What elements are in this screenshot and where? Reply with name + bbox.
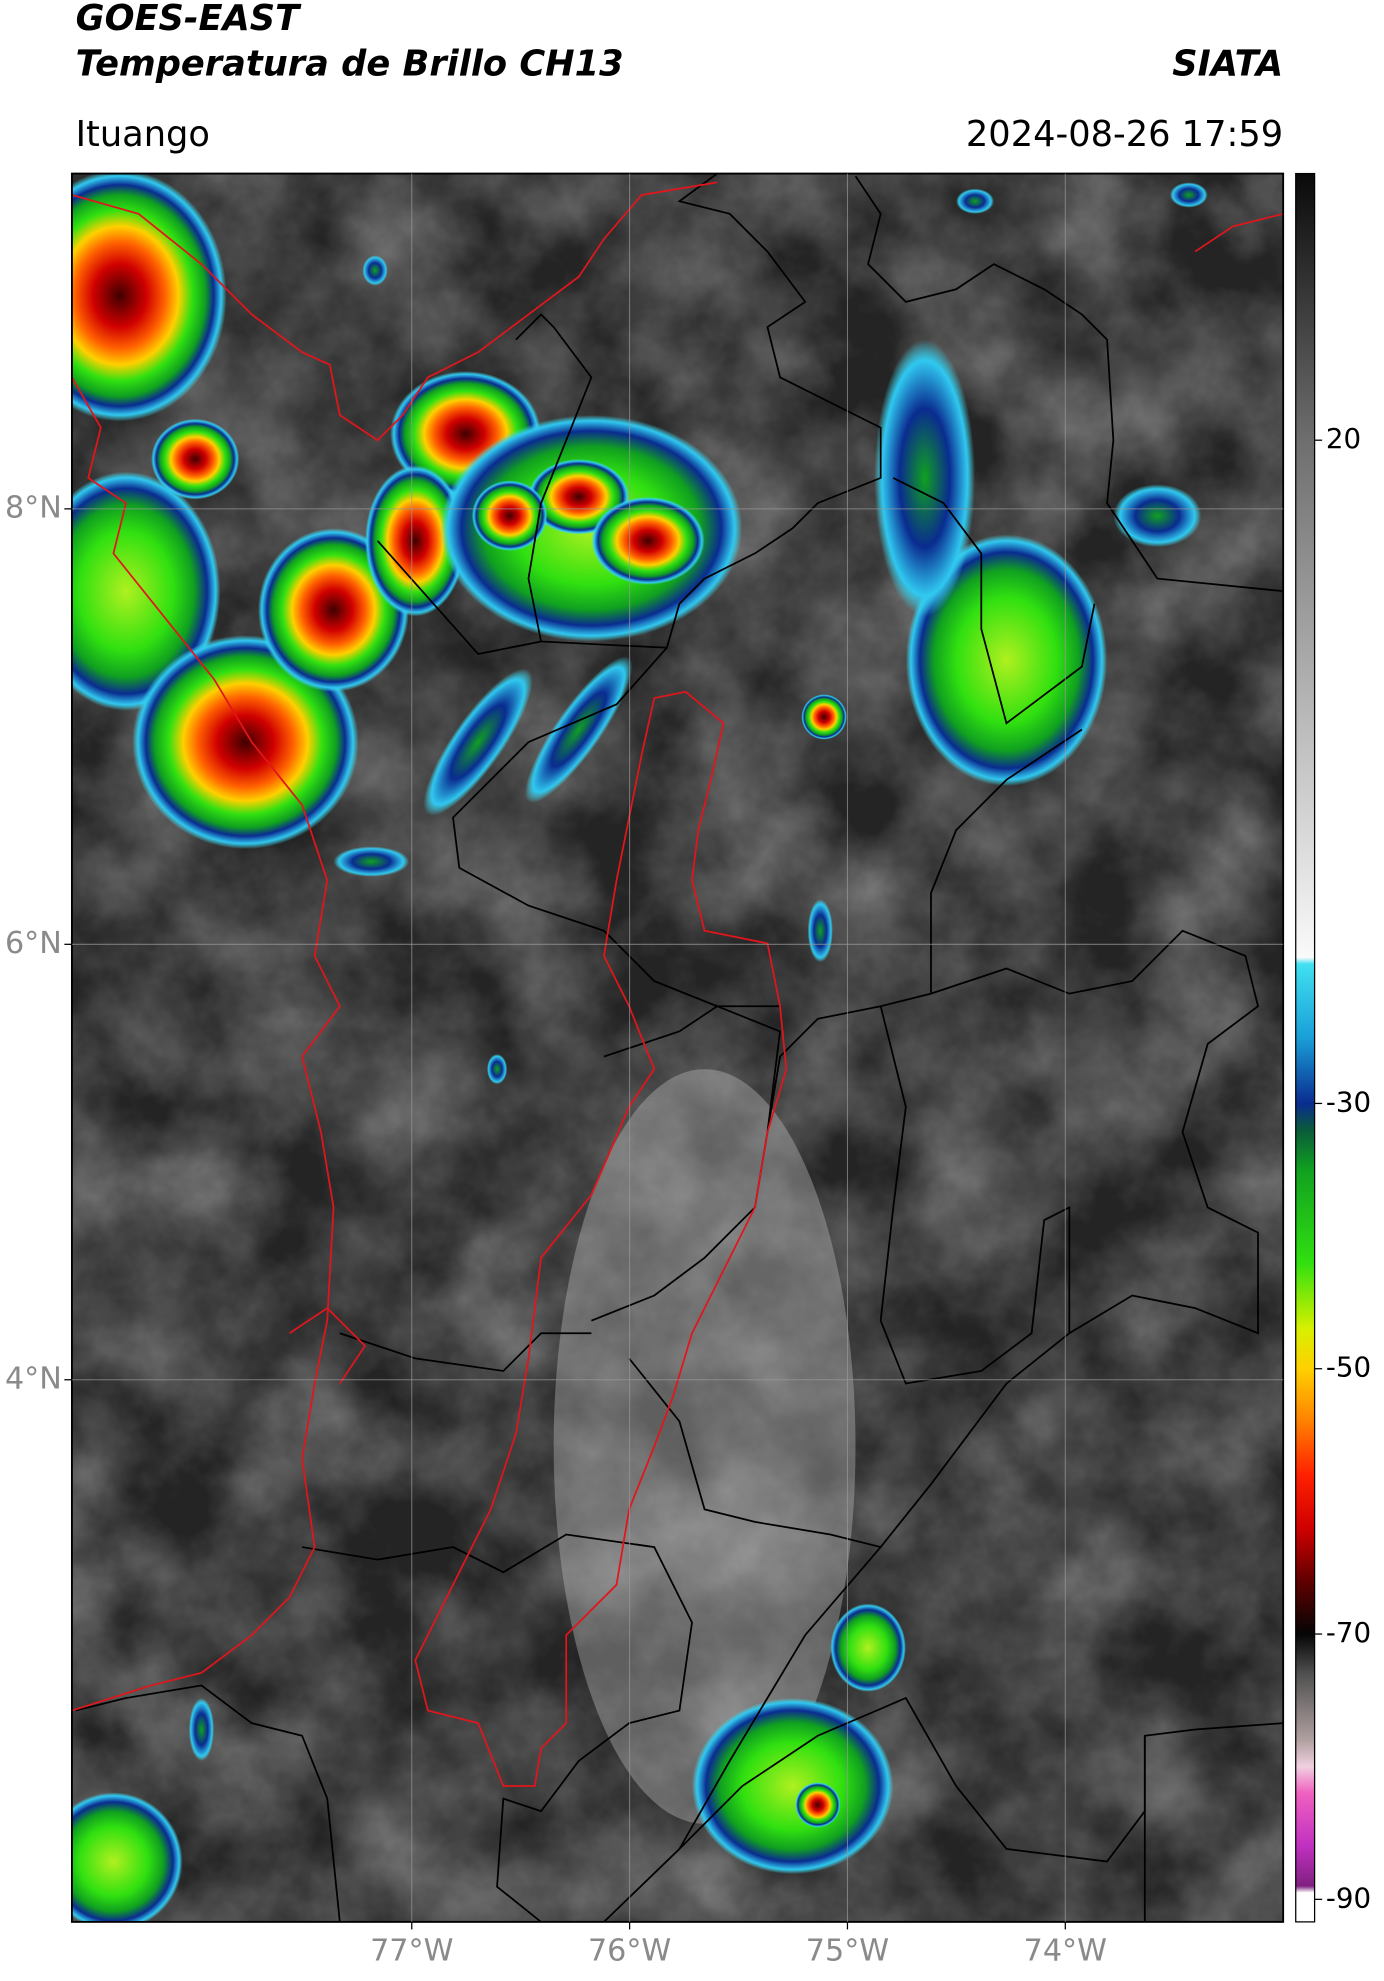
y-tick-label: 6°N [5, 926, 62, 961]
storm-cells [71, 173, 1208, 1922]
admin-borders [75, 173, 1284, 1922]
colorbar-tick-label: -70 [1326, 1616, 1371, 1649]
colorbar-tick-label: -30 [1326, 1085, 1371, 1118]
datetime: 2024-08-26 17:59 [966, 114, 1283, 155]
axes: 77°W 76°W 75°W 74°W 8°N 6°N 4°N [5, 173, 1284, 1969]
region: Ituango [76, 114, 210, 155]
colorbar-tick-label: -90 [1326, 1881, 1371, 1914]
map-image [71, 173, 1284, 1922]
y-tick-label: 4°N [5, 1361, 62, 1396]
source: SIATA [1172, 43, 1283, 84]
colorbar-tick-label: 20 [1326, 422, 1361, 455]
x-tick-label: 76°W [588, 1934, 671, 1969]
x-tick-label: 74°W [1024, 1934, 1107, 1969]
title: GOES-EAST [76, 0, 302, 39]
subtitle: Temperatura de Brillo CH13 [76, 43, 624, 84]
x-tick-label: 75°W [806, 1934, 889, 1969]
colorbar [1295, 172, 1316, 1923]
colorbar-tick-label: -50 [1326, 1351, 1371, 1384]
map-frame [70, 172, 1285, 1923]
y-tick-label: 8°N [5, 490, 62, 525]
x-tick-label: 77°W [370, 1934, 453, 1969]
region-borders [71, 181, 1284, 1787]
